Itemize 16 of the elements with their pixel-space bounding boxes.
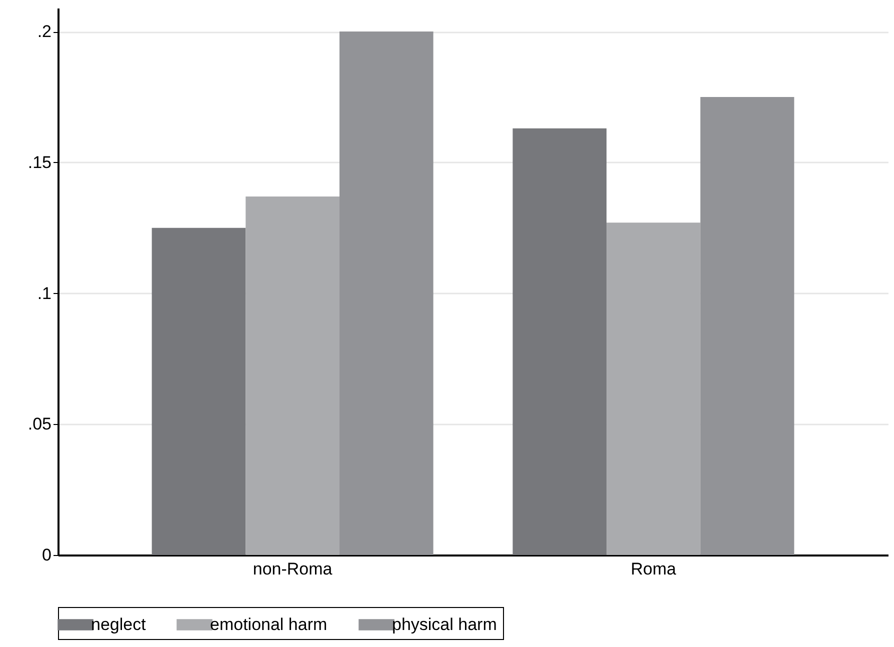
y-tick-label: .2 <box>37 22 52 42</box>
y-tick-label: 0 <box>42 546 52 564</box>
bar <box>700 96 794 555</box>
bar <box>339 32 434 555</box>
bar <box>606 222 700 555</box>
bar <box>512 128 607 555</box>
bar <box>152 228 246 555</box>
legend-label: neglect <box>91 614 146 634</box>
y-tick-label: .15 <box>28 152 52 172</box>
y-tick-label: .05 <box>28 414 52 434</box>
x-tick-label: Roma <box>630 560 677 578</box>
legend-label: emotional harm <box>210 614 328 634</box>
legend-label: physical harm <box>392 614 497 634</box>
x-tick-label: non-Roma <box>252 560 333 578</box>
bar <box>246 196 340 555</box>
y-tick-label: .1 <box>37 284 52 303</box>
